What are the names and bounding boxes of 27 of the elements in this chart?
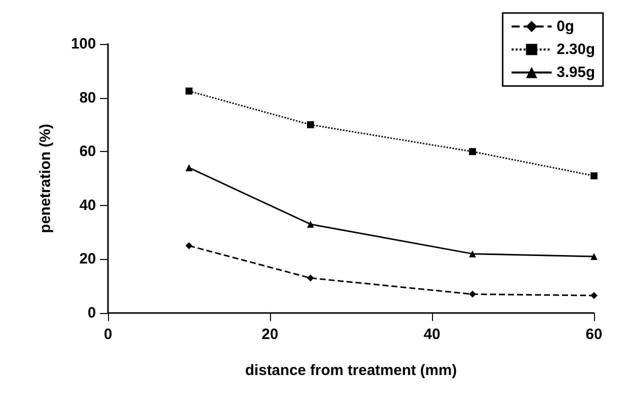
point: [469, 250, 476, 258]
point: [186, 88, 192, 95]
y-tick-label: 60: [79, 143, 96, 160]
x-tick-label: 40: [424, 326, 440, 343]
point: [186, 242, 192, 250]
point: [469, 148, 476, 156]
y-tick-label: 80: [79, 89, 96, 106]
y-tick-label: 40: [79, 196, 96, 214]
point: [469, 290, 476, 298]
point: [590, 292, 598, 300]
legend-label: 2.30g: [556, 41, 595, 58]
y-tick-label: 100: [70, 36, 96, 52]
y-tick-label: 20: [79, 250, 96, 268]
x-tick-label: 20: [262, 326, 278, 343]
legend-label: 3.95g: [556, 64, 595, 81]
point: [307, 274, 314, 282]
point: [590, 253, 598, 260]
y-axis-title: penetration (%): [37, 124, 54, 234]
y-tick-label: 0: [88, 304, 96, 322]
point: [307, 121, 314, 128]
x-tick-label: 0: [104, 326, 112, 343]
legend-label: 0g: [556, 18, 574, 35]
x-tick-label: 60: [586, 326, 602, 343]
point: [186, 164, 192, 172]
x-axis-title: distance from treatment (mm): [245, 362, 457, 379]
point: [307, 220, 314, 228]
point: [590, 172, 598, 180]
